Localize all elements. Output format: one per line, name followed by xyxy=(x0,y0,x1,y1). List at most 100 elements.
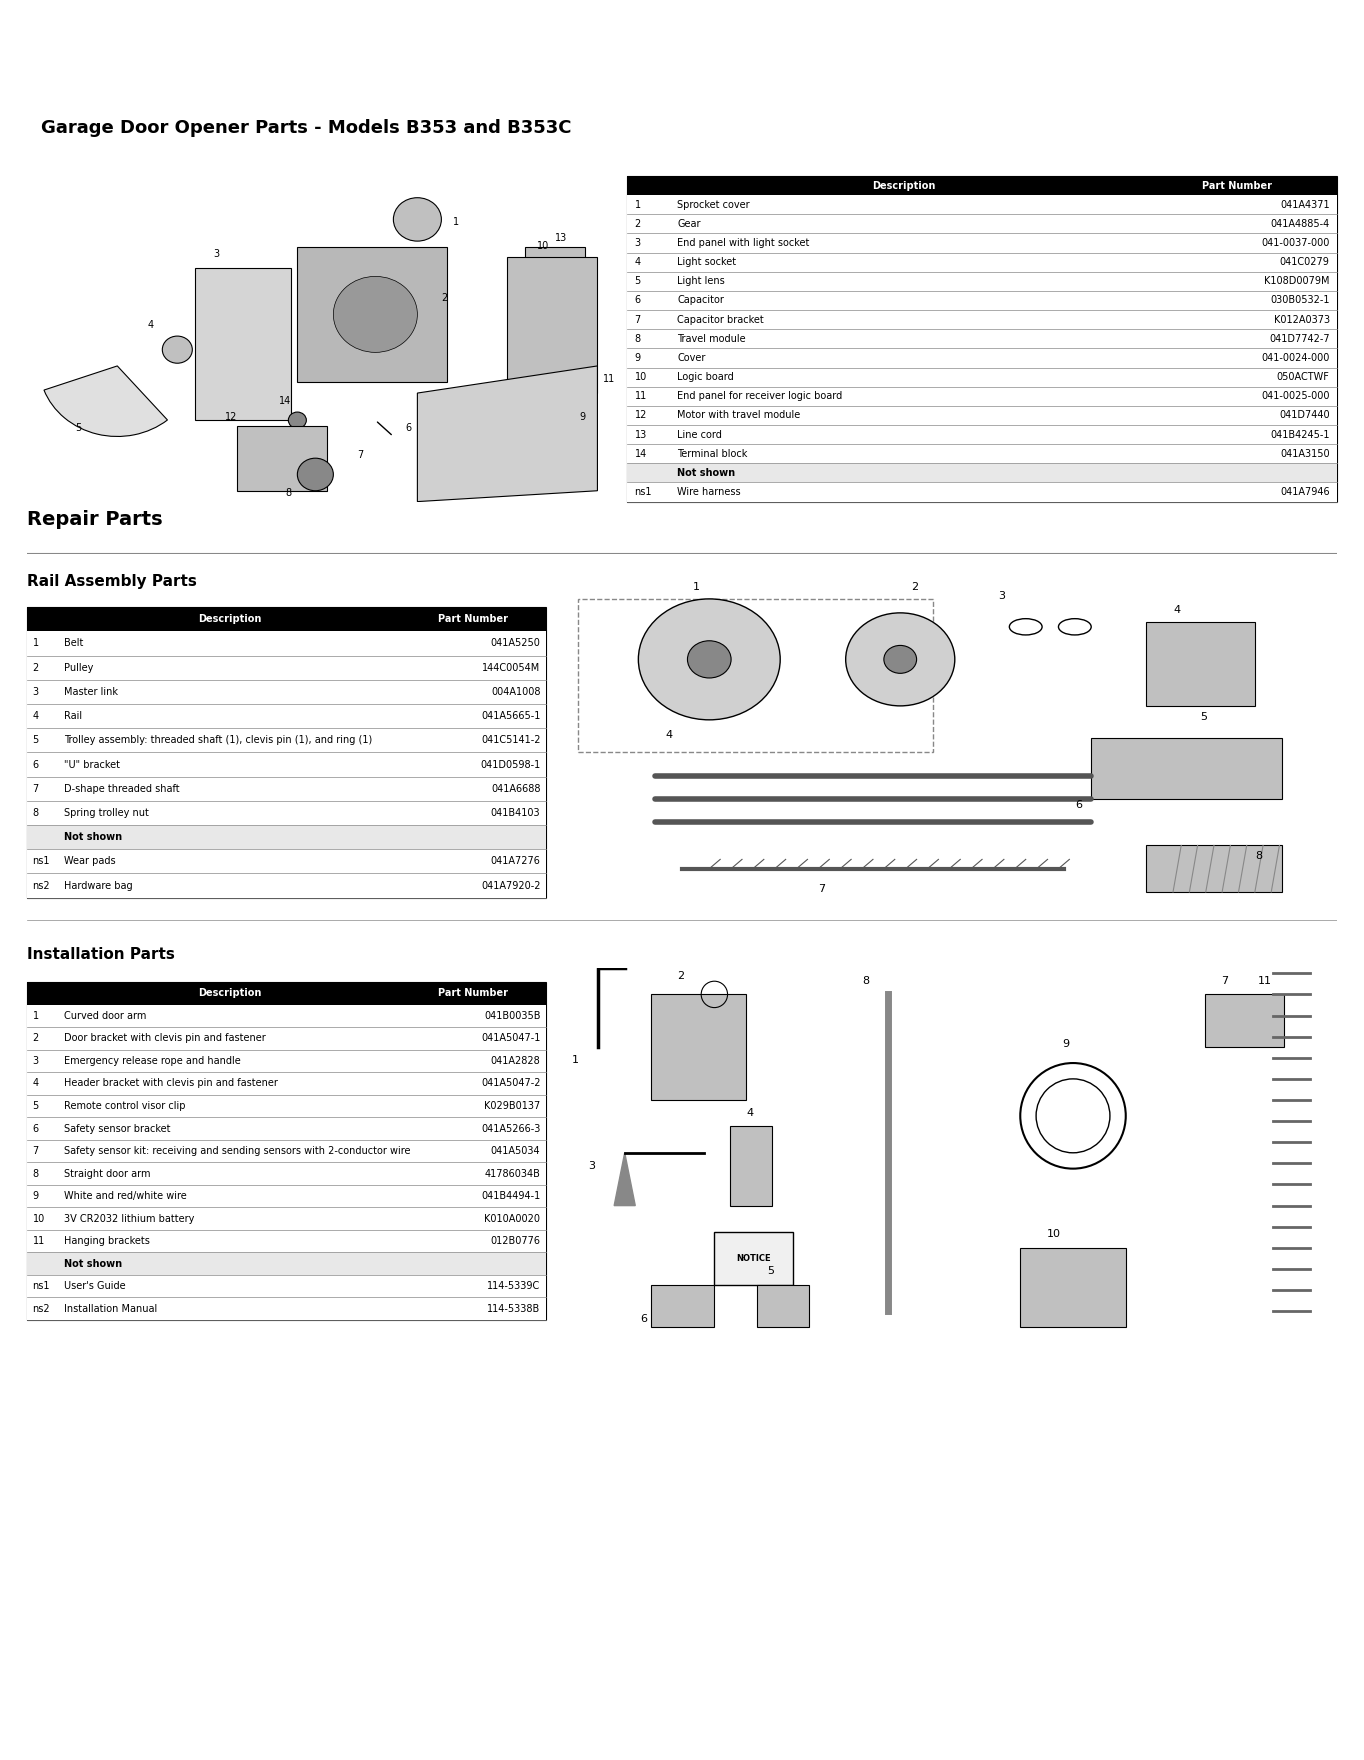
Bar xyxy=(627,215,1337,234)
Bar xyxy=(627,310,1337,329)
Text: Gear: Gear xyxy=(677,218,701,229)
FancyBboxPatch shape xyxy=(730,1126,772,1206)
Text: 7: 7 xyxy=(818,884,825,894)
Text: 8: 8 xyxy=(33,808,38,818)
Bar xyxy=(578,598,933,753)
Text: Remote control visor clip: Remote control visor clip xyxy=(64,1102,186,1111)
Text: 041-0037-000: 041-0037-000 xyxy=(1262,238,1330,248)
Text: 2: 2 xyxy=(33,664,38,672)
Bar xyxy=(627,348,1337,368)
Text: Travel module: Travel module xyxy=(677,334,746,343)
Text: Not shown: Not shown xyxy=(677,468,735,479)
FancyBboxPatch shape xyxy=(237,426,327,491)
Text: 041A2828: 041A2828 xyxy=(491,1056,540,1067)
Text: 11: 11 xyxy=(33,1236,45,1246)
Text: Curved door arm: Curved door arm xyxy=(64,1010,146,1021)
Text: Capacitor bracket: Capacitor bracket xyxy=(677,315,764,324)
Bar xyxy=(627,234,1337,253)
Text: 041A7946: 041A7946 xyxy=(1279,488,1330,496)
Text: Trolley assembly: threaded shaft (1), clevis pin (1), and ring (1): Trolley assembly: threaded shaft (1), cl… xyxy=(64,736,372,744)
Bar xyxy=(627,463,1337,482)
Text: Part Number: Part Number xyxy=(1203,181,1273,190)
Text: 1: 1 xyxy=(453,216,460,227)
Text: 041A7920-2: 041A7920-2 xyxy=(481,880,540,891)
Text: Light lens: Light lens xyxy=(677,276,724,287)
Text: Description: Description xyxy=(198,614,261,625)
Text: 114-5339C: 114-5339C xyxy=(487,1281,540,1292)
Text: K012A0373: K012A0373 xyxy=(1274,315,1330,324)
Text: 2: 2 xyxy=(442,292,447,303)
Text: 5: 5 xyxy=(33,736,38,744)
Text: 041B4103: 041B4103 xyxy=(491,808,540,818)
Text: 6: 6 xyxy=(634,296,641,306)
Text: 041B4494-1: 041B4494-1 xyxy=(481,1192,540,1200)
Text: K108D0079M: K108D0079M xyxy=(1264,276,1330,287)
Text: 41786034B: 41786034B xyxy=(484,1169,540,1179)
Text: ns1: ns1 xyxy=(33,1281,50,1292)
Bar xyxy=(27,848,546,873)
Text: Not shown: Not shown xyxy=(64,832,121,841)
Text: 3: 3 xyxy=(634,238,641,248)
Bar xyxy=(27,679,546,704)
Circle shape xyxy=(387,285,412,306)
Bar xyxy=(27,776,546,801)
Text: 114-5338B: 114-5338B xyxy=(487,1304,540,1313)
Circle shape xyxy=(846,612,955,706)
Text: Spring trolley nut: Spring trolley nut xyxy=(64,808,149,818)
Text: Pulley: Pulley xyxy=(64,664,93,672)
Circle shape xyxy=(393,197,442,241)
Text: 8: 8 xyxy=(33,1169,38,1179)
Bar xyxy=(627,253,1337,271)
Text: Safety sensor bracket: Safety sensor bracket xyxy=(64,1123,170,1133)
Text: Installation Manual: Installation Manual xyxy=(64,1304,157,1313)
FancyBboxPatch shape xyxy=(507,257,597,392)
Bar xyxy=(27,801,546,825)
Text: Sprocket cover: Sprocket cover xyxy=(677,199,750,209)
FancyBboxPatch shape xyxy=(715,1232,794,1285)
Text: 2: 2 xyxy=(634,218,641,229)
Circle shape xyxy=(638,598,780,720)
Bar xyxy=(27,1005,546,1028)
Text: Cover: Cover xyxy=(677,354,705,363)
Text: Description: Description xyxy=(198,989,261,998)
Text: 7: 7 xyxy=(33,783,38,794)
Bar xyxy=(27,1207,546,1230)
Text: 041A4885-4: 041A4885-4 xyxy=(1270,218,1330,229)
Text: D-shape threaded shaft: D-shape threaded shaft xyxy=(64,783,179,794)
Text: Light socket: Light socket xyxy=(677,257,737,268)
Text: Part Number: Part Number xyxy=(438,614,507,625)
Bar xyxy=(627,368,1337,387)
Text: 041B4245-1: 041B4245-1 xyxy=(1270,429,1330,440)
Text: Description: Description xyxy=(873,181,936,190)
Text: 12: 12 xyxy=(225,412,237,422)
Bar xyxy=(27,729,546,753)
Bar xyxy=(27,1028,546,1049)
Text: 041A6688: 041A6688 xyxy=(491,783,540,794)
Text: 13: 13 xyxy=(634,429,647,440)
Text: Motor with travel module: Motor with travel module xyxy=(677,410,801,421)
Text: 7: 7 xyxy=(634,315,641,324)
Text: 012B0776: 012B0776 xyxy=(491,1236,540,1246)
Circle shape xyxy=(162,336,192,363)
Text: 4: 4 xyxy=(147,320,153,329)
Text: 1: 1 xyxy=(572,1054,578,1065)
Text: 12: 12 xyxy=(634,410,647,421)
Text: Logic board: Logic board xyxy=(677,371,734,382)
Polygon shape xyxy=(614,1153,636,1206)
Text: Repair Parts: Repair Parts xyxy=(27,510,162,530)
Text: 3V CR2032 lithium battery: 3V CR2032 lithium battery xyxy=(64,1214,194,1223)
Text: Not shown: Not shown xyxy=(64,1258,121,1269)
Bar xyxy=(27,1140,546,1162)
Bar xyxy=(27,1095,546,1118)
Text: Capacitor: Capacitor xyxy=(677,296,724,306)
Text: Hardware bag: Hardware bag xyxy=(64,880,132,891)
Text: 1: 1 xyxy=(33,639,38,648)
Text: 041A5047-1: 041A5047-1 xyxy=(481,1033,540,1044)
Text: Wire harness: Wire harness xyxy=(677,488,741,496)
Text: 3: 3 xyxy=(588,1160,595,1170)
Text: NOTICE: NOTICE xyxy=(737,1253,771,1264)
Text: 7: 7 xyxy=(33,1146,38,1156)
Text: Wear pads: Wear pads xyxy=(64,857,115,866)
Bar xyxy=(627,195,1337,215)
FancyBboxPatch shape xyxy=(1091,739,1282,799)
